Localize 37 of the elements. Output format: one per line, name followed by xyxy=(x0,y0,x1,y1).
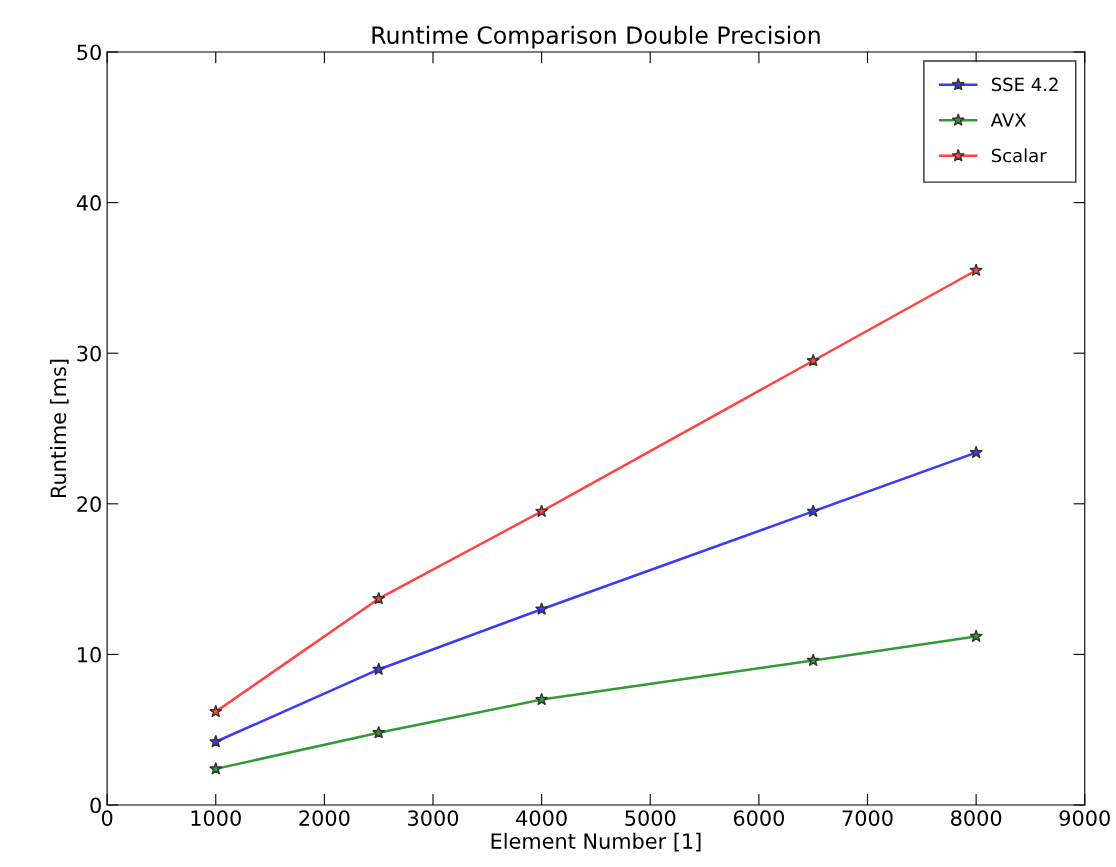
x-tick-label: 6000 xyxy=(733,810,785,826)
y-tick-label: 10 xyxy=(78,646,101,663)
y-tick-label: 50 xyxy=(77,44,101,61)
point xyxy=(969,263,983,277)
x-axis-title: Element Number [1] xyxy=(491,832,701,852)
point xyxy=(209,734,223,748)
point xyxy=(534,692,549,706)
x-tick-label: 7000 xyxy=(842,810,893,826)
legend-label: Scalar xyxy=(991,148,1047,163)
point xyxy=(372,725,386,739)
x-tick-label: 9000 xyxy=(1059,810,1110,826)
y-tick-label: 30 xyxy=(77,345,101,362)
y-axis-title: Runtime [ms] xyxy=(50,359,69,497)
point xyxy=(969,445,983,459)
legend-label: SSE 4.2 xyxy=(991,77,1058,92)
point xyxy=(806,504,820,518)
point xyxy=(534,504,549,518)
point xyxy=(806,653,820,667)
x-tick-label: 8000 xyxy=(951,810,1002,826)
x-tick-label: 4000 xyxy=(516,810,567,826)
point xyxy=(969,629,983,643)
y-tick-label: 0 xyxy=(90,797,101,814)
point xyxy=(534,602,549,615)
point xyxy=(806,353,820,367)
point xyxy=(209,704,223,718)
point xyxy=(372,662,386,676)
point xyxy=(372,591,386,605)
x-tick-label: 0 xyxy=(101,810,113,826)
legend-label: AVX xyxy=(990,113,1027,127)
x-tick-label: 3000 xyxy=(408,810,459,826)
y-tick-label: 20 xyxy=(77,496,101,513)
chart-title: Runtime Comparison Double Precision xyxy=(372,25,820,49)
y-tick-label: 40 xyxy=(76,195,101,211)
x-tick-label: 1000 xyxy=(191,810,241,826)
x-tick-label: 5000 xyxy=(625,810,676,826)
x-tick-label: 2000 xyxy=(299,810,350,826)
point xyxy=(209,761,223,775)
